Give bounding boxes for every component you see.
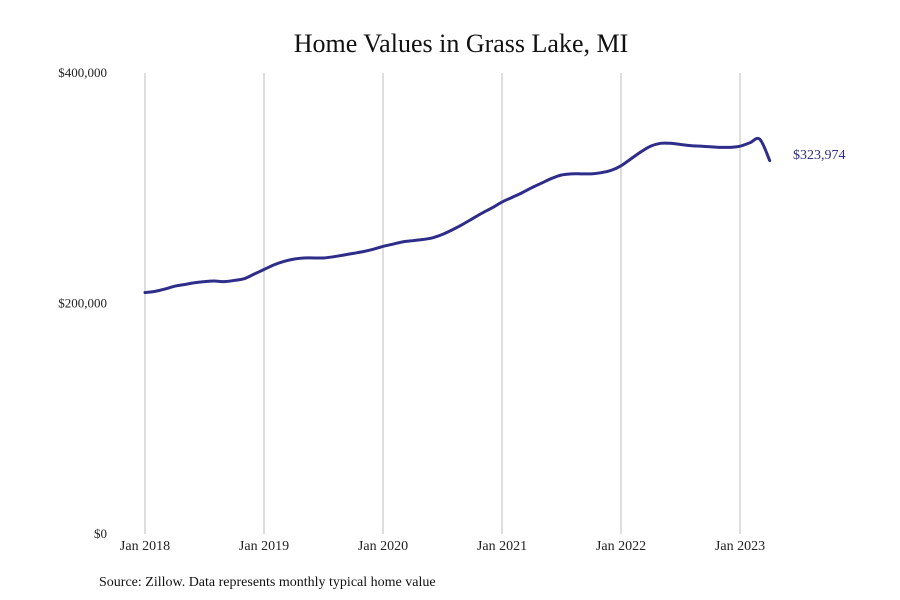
series-line: [143, 136, 772, 295]
end-value-label: $323,974: [793, 148, 846, 163]
x-tick-label: Jan 2022: [596, 539, 646, 554]
y-tick-label: $0: [94, 526, 107, 541]
y-axis: $0 $200,000 $400,000: [58, 65, 107, 541]
x-axis: Jan 2018 Jan 2019 Jan 2020 Jan 2021 Jan 2022…: [120, 539, 765, 554]
series: [143, 136, 772, 295]
x-tick-label: Jan 2019: [239, 539, 289, 554]
grid: [144, 73, 741, 534]
x-tick-label: Jan 2020: [358, 539, 408, 554]
x-tick-label: Jan 2023: [715, 539, 765, 554]
source-note: Source: Zillow. Data represents monthly …: [99, 575, 436, 590]
x-tick-label: Jan 2018: [120, 539, 170, 554]
y-tick-label: $400,000: [58, 65, 107, 80]
y-tick-label: $200,000: [58, 296, 107, 311]
x-tick-label: Jan 2021: [477, 539, 527, 554]
chart-title: Home Values in Grass Lake, MI: [294, 29, 629, 58]
